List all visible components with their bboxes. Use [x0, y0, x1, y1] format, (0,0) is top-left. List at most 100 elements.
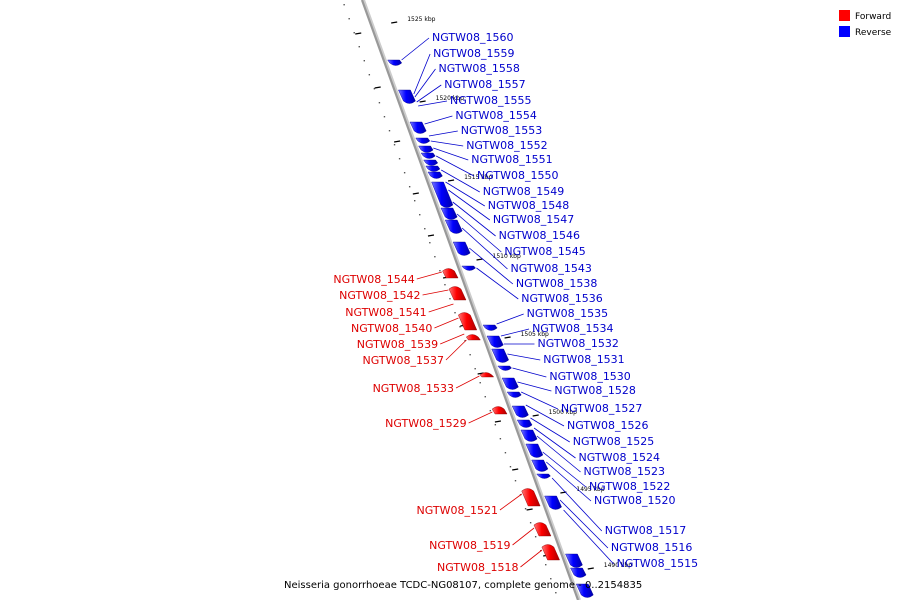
gene-label-ngtw08-1517[interactable]: NGTW08_1517: [605, 524, 686, 537]
gene-feature-ngtw08-1541[interactable]: [458, 312, 478, 331]
gene-feature-ngtw08-1559[interactable]: [398, 89, 416, 104]
gene-label-ngtw08-1559[interactable]: NGTW08_1559: [433, 47, 514, 60]
gene-label-ngtw08-1520[interactable]: NGTW08_1520: [594, 494, 675, 507]
gene-label-ngtw08-1558[interactable]: NGTW08_1558: [438, 62, 519, 75]
gene-label-ngtw08-1521[interactable]: NGTW08_1521: [417, 504, 498, 517]
minor-tick: [512, 468, 519, 471]
gene-feature-ngtw08-1560[interactable]: [387, 59, 403, 66]
gene-feature-ngtw08-1545[interactable]: [482, 324, 498, 331]
leader-line: [530, 417, 570, 443]
gene-label-ngtw08-1560[interactable]: NGTW08_1560: [432, 31, 513, 44]
gene-label-ngtw08-1534[interactable]: NGTW08_1534: [532, 322, 613, 335]
major-tick: [447, 179, 455, 182]
gene-label-ngtw08-1551[interactable]: NGTW08_1551: [471, 153, 552, 166]
gene-feature-ngtw08-1546[interactable]: [461, 265, 476, 271]
gene-feature-ngtw08-1540[interactable]: [465, 334, 481, 341]
gene-label-ngtw08-1528[interactable]: NGTW08_1528: [554, 384, 635, 397]
gene-label-ngtw08-1533[interactable]: NGTW08_1533: [373, 382, 454, 395]
gene-feature-ngtw08-1528[interactable]: [525, 443, 544, 458]
gene-label-ngtw08-1538[interactable]: NGTW08_1538: [516, 277, 597, 290]
gene-label-ngtw08-1516[interactable]: NGTW08_1516: [611, 541, 692, 554]
gene-feature-ngtw08-1555[interactable]: [418, 145, 434, 153]
gene-label-ngtw08-1523[interactable]: NGTW08_1523: [584, 465, 665, 478]
gene-feature-ngtw08-1542[interactable]: [448, 286, 467, 301]
gene-label-ngtw08-1549[interactable]: NGTW08_1549: [483, 185, 564, 198]
gene-feature-ngtw08-1535[interactable]: [501, 377, 519, 390]
gene-feature-ngtw08-1549[interactable]: [440, 207, 458, 220]
gene-label-ngtw08-1519[interactable]: NGTW08_1519: [429, 539, 510, 552]
gene-label-ngtw08-1548[interactable]: NGTW08_1548: [488, 199, 569, 212]
gene-label-ngtw08-1544[interactable]: NGTW08_1544: [333, 273, 414, 286]
gene-feature-ngtw08-1534[interactable]: [506, 391, 522, 398]
gene-label-ngtw08-1547[interactable]: NGTW08_1547: [493, 213, 574, 226]
gene-label-ngtw08-1557[interactable]: NGTW08_1557: [444, 78, 525, 91]
gene-feature-ngtw08-1544[interactable]: [442, 268, 459, 279]
gene-feature-ngtw08-1533[interactable]: [521, 488, 541, 507]
gene-label-ngtw08-1535[interactable]: NGTW08_1535: [527, 307, 608, 320]
gene-feature-ngtw08-1532[interactable]: [511, 405, 529, 418]
gene-feature-ngtw08-1547[interactable]: [452, 241, 471, 256]
gene-feature-ngtw08-1551[interactable]: [427, 171, 443, 179]
gene-label-ngtw08-1526[interactable]: NGTW08_1526: [567, 419, 648, 432]
gene-feature-ngtw08-1522[interactable]: [575, 583, 594, 598]
leader-line: [517, 381, 552, 392]
major-tick: [391, 21, 398, 24]
gene-label-ngtw08-1543[interactable]: NGTW08_1543: [510, 262, 591, 275]
gene-feature-ngtw08-1530[interactable]: [520, 429, 538, 442]
gene-feature-ngtw08-1529[interactable]: [533, 522, 552, 537]
gene-label-ngtw08-1515[interactable]: NGTW08_1515: [617, 557, 698, 570]
gene-feature-ngtw08-1536[interactable]: [497, 365, 512, 371]
gene-label-ngtw08-1529[interactable]: NGTW08_1529: [385, 417, 466, 430]
gene-feature-ngtw08-1527[interactable]: [531, 459, 549, 472]
gene-label-ngtw08-1536[interactable]: NGTW08_1536: [521, 292, 602, 305]
gene-label-ngtw08-1532[interactable]: NGTW08_1532: [537, 337, 618, 350]
gene-label-ngtw08-1531[interactable]: NGTW08_1531: [543, 353, 624, 366]
gene-label-ngtw08-1524[interactable]: NGTW08_1524: [579, 451, 660, 464]
gene-label-ngtw08-1546[interactable]: NGTW08_1546: [499, 229, 580, 242]
tick-label: 1505 kbp: [521, 331, 549, 338]
leader-line: [428, 130, 458, 137]
gene-feature-ngtw08-1557[interactable]: [415, 137, 431, 144]
gene-feature-ngtw08-1558[interactable]: [409, 121, 427, 134]
gene-label-ngtw08-1554[interactable]: NGTW08_1554: [455, 109, 536, 122]
leader-line: [441, 169, 480, 193]
gene-feature-ngtw08-1524[interactable]: [565, 553, 583, 568]
gene-label-ngtw08-1537[interactable]: NGTW08_1537: [363, 354, 444, 367]
gene-label-ngtw08-1541[interactable]: NGTW08_1541: [345, 306, 426, 319]
major-tick: [532, 414, 539, 417]
leader-line: [507, 353, 541, 361]
gene-feature-ngtw08-1525[interactable]: [544, 495, 562, 510]
gene-label-ngtw08-1552[interactable]: NGTW08_1552: [466, 139, 547, 152]
gene-feature-ngtw08-1523[interactable]: [570, 567, 587, 578]
track-dot: [550, 578, 552, 580]
gene-feature-ngtw08-1526[interactable]: [536, 473, 551, 479]
gene-feature-ngtw08-1554[interactable]: [420, 152, 436, 159]
gene-feature-ngtw08-1548[interactable]: [444, 219, 463, 234]
track-dot: [348, 18, 350, 20]
gene-feature-ngtw08-1521[interactable]: [541, 544, 560, 561]
gene-label-ngtw08-1525[interactable]: NGTW08_1525: [573, 435, 654, 448]
gene-feature-ngtw08-1531[interactable]: [516, 419, 533, 428]
gene-feature-ngtw08-1552[interactable]: [425, 165, 441, 172]
gene-label-ngtw08-1539[interactable]: NGTW08_1539: [357, 338, 438, 351]
leader-line: [520, 549, 543, 568]
gene-feature-ngtw08-1537[interactable]: [491, 406, 508, 415]
gene-label-ngtw08-1542[interactable]: NGTW08_1542: [339, 289, 420, 302]
track-dot: [373, 88, 376, 90]
gene-label-ngtw08-1545[interactable]: NGTW08_1545: [504, 245, 585, 258]
gene-label-ngtw08-1522[interactable]: NGTW08_1522: [589, 480, 670, 493]
gene-feature-ngtw08-1543[interactable]: [486, 335, 504, 348]
gene-label-ngtw08-1550[interactable]: NGTW08_1550: [477, 169, 558, 182]
leader-line: [401, 37, 430, 61]
gene-label-ngtw08-1540[interactable]: NGTW08_1540: [351, 322, 432, 335]
gene-feature-ngtw08-1553[interactable]: [423, 159, 439, 166]
gene-label-ngtw08-1530[interactable]: NGTW08_1530: [549, 370, 630, 383]
gene-feature-ngtw08-1538[interactable]: [491, 348, 509, 363]
gene-label-ngtw08-1555[interactable]: NGTW08_1555: [450, 94, 531, 107]
minor-tick: [427, 234, 435, 237]
gene-feature-ngtw08-1539[interactable]: [479, 372, 495, 378]
gene-label-ngtw08-1518[interactable]: NGTW08_1518: [437, 561, 518, 574]
gene-label-ngtw08-1553[interactable]: NGTW08_1553: [461, 124, 542, 137]
gene-feature-ngtw08-1550[interactable]: [431, 181, 454, 208]
gene-label-ngtw08-1527[interactable]: NGTW08_1527: [561, 402, 642, 415]
